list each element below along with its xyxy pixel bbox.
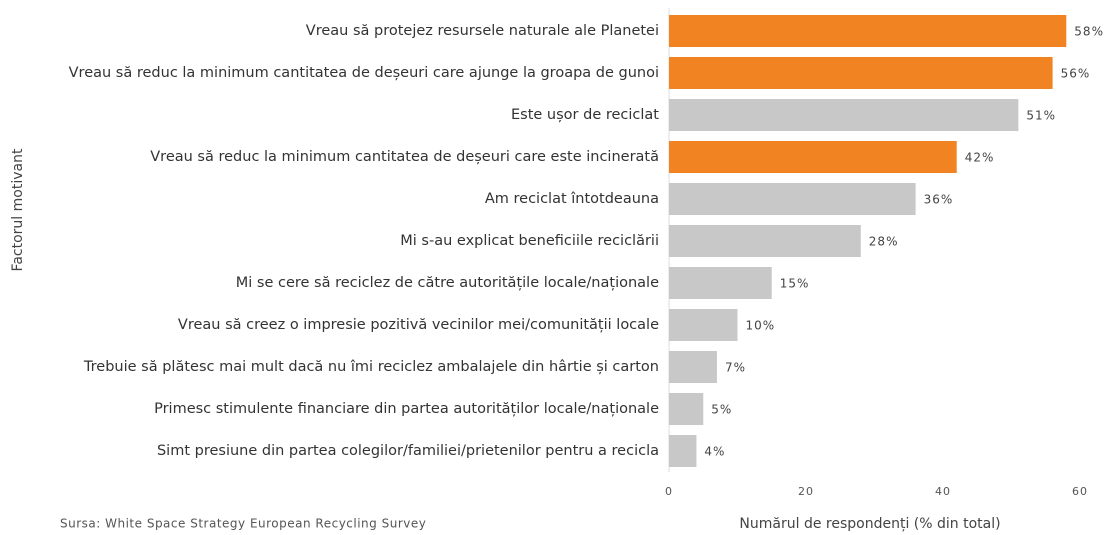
value-label: 51%: [1026, 109, 1056, 123]
bar: [669, 435, 697, 467]
category-label: Trebuie să plătesc mai mult dacă nu îmi …: [83, 359, 659, 375]
bar: [669, 57, 1053, 89]
bar: [669, 267, 772, 299]
x-tick-label: 20: [798, 485, 814, 498]
value-label: 58%: [1074, 25, 1104, 39]
value-label: 7%: [725, 361, 746, 375]
y-axis-label: Factorul motivant: [10, 148, 26, 271]
source: Sursa: White Space Strategy European Rec…: [60, 517, 426, 531]
category-label: Am reciclat întotdeauna: [485, 191, 659, 207]
category-label: Primesc stimulente financiare din partea…: [154, 401, 659, 417]
value-label: 5%: [711, 403, 732, 417]
value-label: 15%: [780, 277, 810, 291]
category-label: Vreau să reduc la minimum cantitatea de …: [69, 65, 659, 81]
bar: [669, 309, 738, 341]
value-label: 28%: [869, 235, 899, 249]
value-label: 56%: [1061, 67, 1091, 81]
bar: [669, 99, 1019, 131]
category-label: Mi s-au explicat beneficiile reciclării: [400, 233, 659, 249]
bar: [669, 351, 717, 383]
bar: [669, 393, 704, 425]
x-tick-label: 40: [935, 485, 951, 498]
value-label: 42%: [965, 151, 995, 165]
bar: [669, 141, 957, 173]
value-label: 10%: [746, 319, 776, 333]
x-axis-label: Numărul de respondenți (% din total): [739, 516, 1000, 532]
category-label: Vreau să creez o impresie pozitivă vecin…: [178, 317, 659, 333]
category-label: Vreau să reduc la minimum cantitatea de …: [150, 149, 659, 165]
category-label: Este ușor de reciclat: [511, 107, 659, 123]
bar: [669, 183, 916, 215]
value-label: 4%: [704, 445, 725, 459]
value-label: 36%: [924, 193, 954, 207]
category-label: Simt presiune din partea colegilor/famil…: [157, 443, 659, 459]
bar: [669, 225, 861, 257]
x-tick-label: 60: [1072, 485, 1088, 498]
x-tick-label: 0: [665, 485, 673, 498]
bar: [669, 15, 1067, 47]
category-label: Vreau să protejez resursele naturale ale…: [306, 23, 659, 39]
category-label: Mi se cere să reciclez de către autorită…: [236, 275, 659, 291]
